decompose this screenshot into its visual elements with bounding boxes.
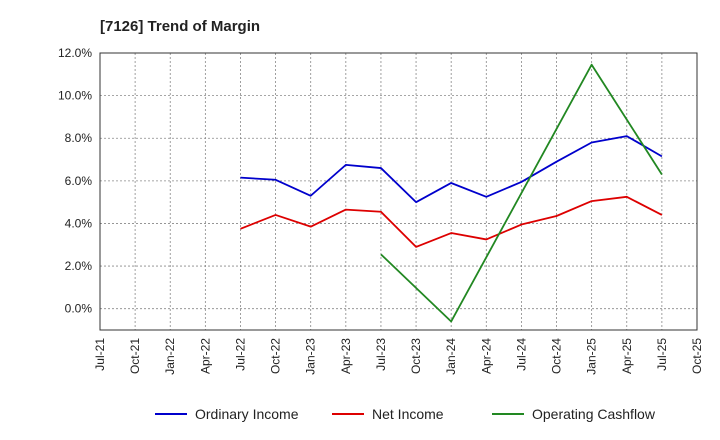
y-tick-label: 10.0% (58, 89, 92, 103)
y-tick-label: 2.0% (65, 259, 93, 273)
x-tick-label: Oct-23 (409, 338, 423, 374)
x-tick-label: Jul-22 (233, 338, 247, 371)
y-tick-label: 8.0% (65, 131, 93, 145)
x-tick-label: Jul-21 (93, 338, 107, 371)
x-tick-label: Apr-25 (620, 338, 634, 374)
y-tick-label: 0.0% (65, 302, 93, 316)
x-tick-label: Oct-22 (269, 338, 283, 374)
y-tick-label: 12.0% (58, 46, 92, 60)
y-axis-ticks: 0.0% 2.0% 4.0% 6.0% 8.0% 10.0% 12.0% (58, 46, 92, 316)
y-tick-label: 4.0% (65, 216, 93, 230)
x-tick-label: Jan-22 (163, 338, 177, 375)
x-tick-label: Jul-25 (655, 338, 669, 371)
chart-title: [7126] Trend of Margin (100, 18, 260, 35)
x-tick-label: Oct-21 (128, 338, 142, 374)
x-tick-label: Jan-25 (585, 338, 599, 375)
series-line-operating-cashflow (380, 63, 663, 323)
y-tick-label: 6.0% (65, 174, 93, 188)
x-tick-label: Apr-22 (198, 338, 212, 374)
legend-label-ordinary-income: Ordinary Income (195, 406, 299, 422)
x-tick-label: Oct-24 (550, 338, 564, 374)
x-axis-ticks: Jul-21 Oct-21 Jan-22 Apr-22 Jul-22 Oct-22 Jan-… (93, 338, 704, 375)
x-tick-label: Jan-23 (304, 338, 318, 375)
series-layer (240, 63, 663, 323)
legend-label-net-income: Net Income (372, 406, 444, 422)
grid-layer (99, 52, 698, 330)
x-tick-label: Oct-25 (690, 338, 704, 374)
x-tick-label: Apr-23 (339, 338, 353, 374)
legend-label-operating-cashflow: Operating Cashflow (532, 406, 656, 422)
plot-frame (99, 52, 698, 331)
x-tick-label: Jul-23 (374, 338, 388, 371)
legend: Ordinary Income Net Income Operating Cashf… (155, 406, 656, 422)
x-tick-label: Apr-24 (479, 338, 493, 374)
x-tick-label: Jan-24 (444, 338, 458, 375)
x-tick-label: Jul-24 (514, 338, 528, 371)
